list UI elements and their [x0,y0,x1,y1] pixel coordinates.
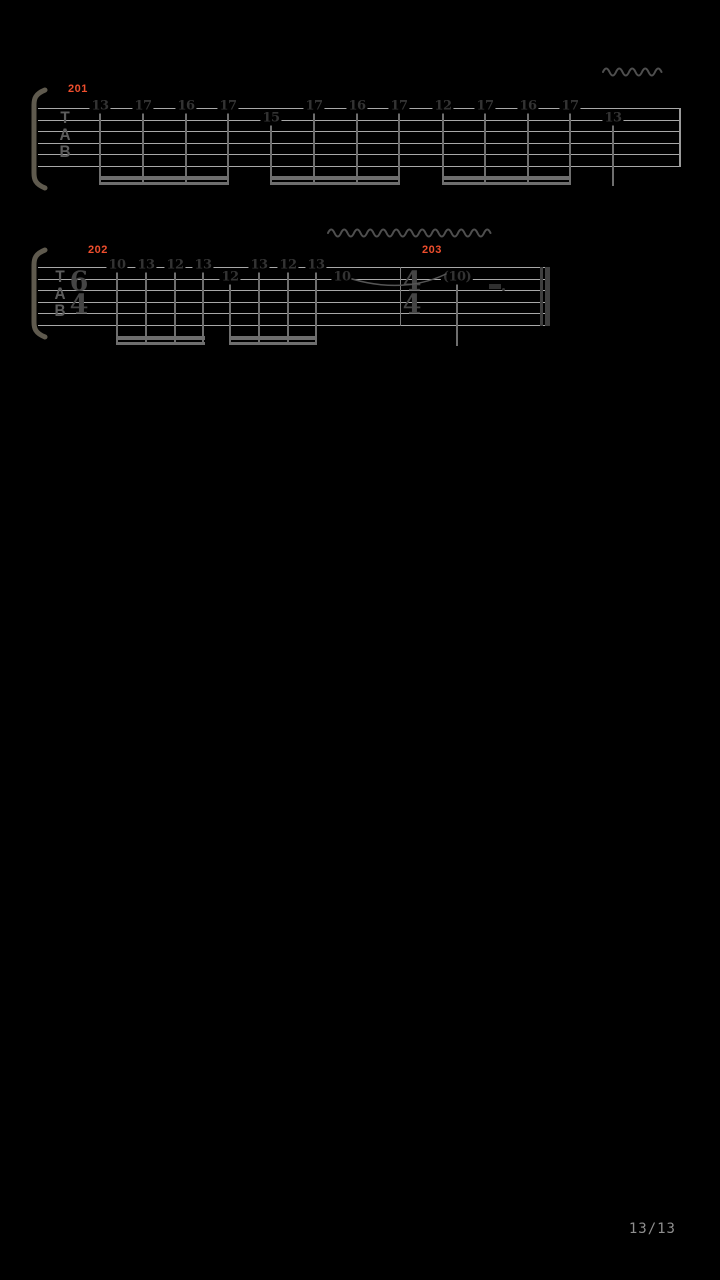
note-stem [313,113,315,185]
fret-number: 16 [346,98,368,114]
beam [99,176,229,180]
staff-line [38,325,549,326]
staff-line [38,313,549,315]
fret-number: 10 [331,269,353,285]
note-stem [398,113,400,185]
fret-number: 13 [602,110,624,125]
barline [540,267,543,326]
system-bracket [31,247,48,340]
clef-letter: T [60,108,70,127]
note-stem [527,113,529,185]
barline [679,108,681,167]
clef-letter: B [59,142,71,161]
fret-number: 13 [89,98,111,114]
note-stem [442,113,444,185]
rest-dot [502,288,505,291]
note-stem [270,124,272,185]
fret-number: (10) [440,269,474,285]
half-rest [489,284,501,289]
note-stem [287,272,289,345]
note-stem [174,272,176,345]
fret-number: 17 [303,98,325,114]
staff-line [38,290,549,292]
fret-number: 17 [388,98,410,114]
note-stem [116,272,118,345]
system-bracket [31,87,48,191]
note-stem [145,272,147,345]
fret-number: 13 [248,257,270,273]
note-stem [185,113,187,185]
clef-letter: A [54,284,66,303]
staff-line [38,165,681,167]
beam [270,176,400,180]
measure-number: 203 [422,244,442,256]
note-stem [456,283,458,346]
note-stem [258,272,260,345]
vibrato-wave [602,67,663,77]
fret-number: 12 [164,257,186,273]
clef-letter: B [54,301,66,320]
note-stem [569,113,571,185]
note-stem [484,113,486,185]
fret-number: 17 [217,98,239,114]
note-stem [227,113,229,185]
staff-line [38,301,549,303]
page-indicator: 13/13 [628,1221,676,1237]
fret-number: 10 [106,257,128,273]
staff-line [38,142,681,144]
barline [400,267,401,326]
fret-number: 16 [517,98,539,114]
staff-line [38,131,681,132]
note-stem [229,283,231,345]
beam [99,181,229,185]
fret-number: 13 [135,257,157,273]
measure-number: 201 [68,83,88,95]
beam [442,181,571,185]
time-signature-denominator: 4 [69,289,89,321]
fret-number: 13 [305,257,327,273]
tie-curve [351,273,447,287]
note-stem [202,272,204,345]
fret-number: 12 [277,257,299,273]
beam [270,181,400,185]
note-stem [356,113,358,185]
beam [116,341,205,345]
staff-line [38,119,681,121]
staff-line [38,278,549,280]
beam [442,176,571,180]
clef-letter: A [59,125,71,144]
measure-number: 202 [88,244,108,256]
fret-number: 12 [432,98,454,114]
note-stem [99,113,101,185]
time-signature-numerator: 6 [69,266,89,297]
fret-number: 13 [192,257,214,273]
note-stem [142,113,144,185]
time-signature-denominator: 4 [402,289,422,321]
beam [116,336,205,340]
fret-number: 15 [260,110,282,125]
note-stem [315,272,317,345]
beam [229,336,317,340]
note-stem [612,124,614,186]
beam [229,341,317,345]
vibrato-wave [327,228,492,238]
fret-number: 17 [132,98,154,114]
fret-number: 16 [175,98,197,114]
fret-number: 17 [559,98,581,114]
barline [545,267,550,326]
fret-number: 12 [219,269,241,285]
fret-number: 17 [474,98,496,114]
staff-line [38,154,681,155]
clef-letter: T [55,267,65,286]
